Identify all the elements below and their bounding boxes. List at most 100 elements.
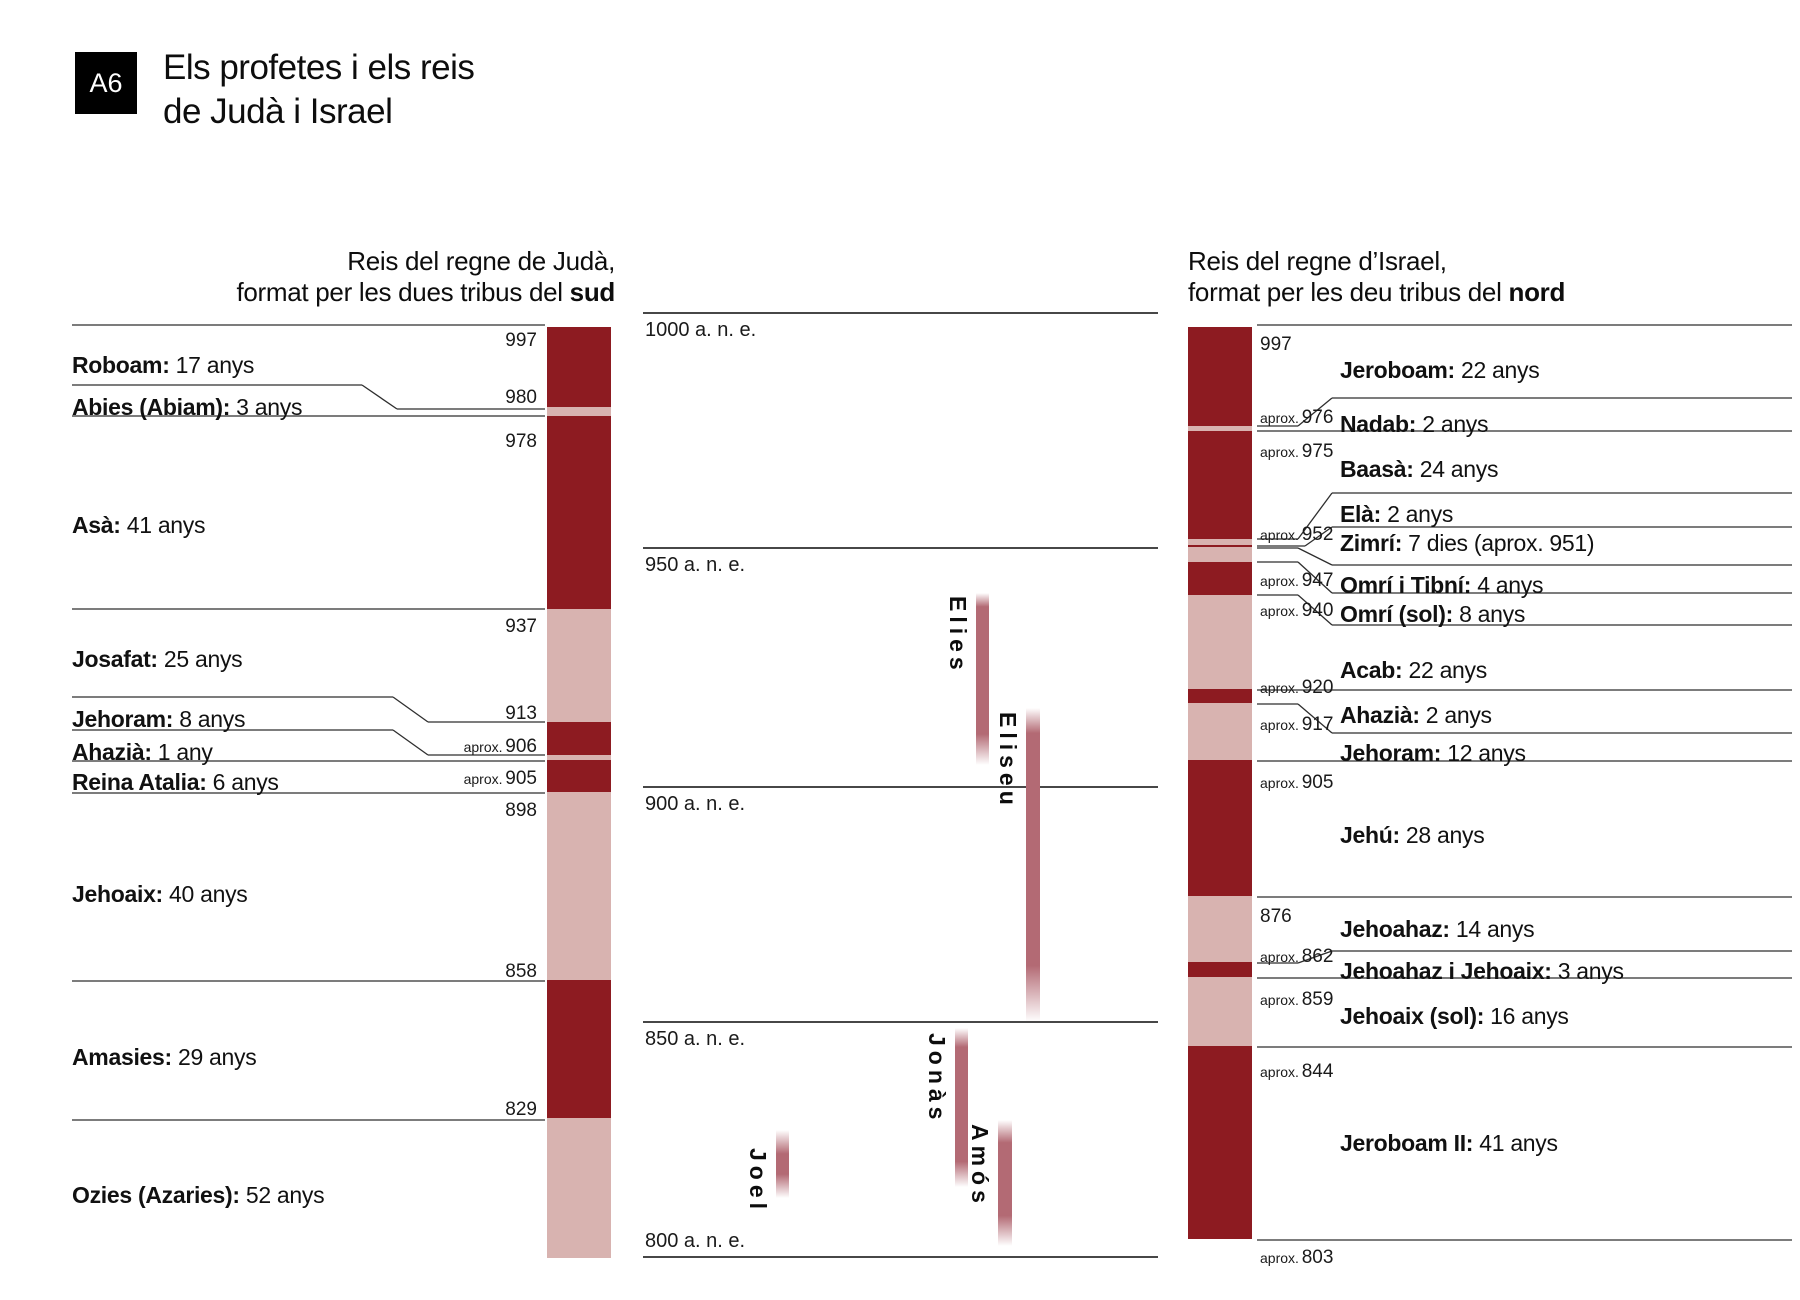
judah-column-header: Reis del regne de Judà, format per les d… [170, 246, 615, 308]
king-year-label: aprox. 906 [377, 736, 537, 758]
approx-prefix: aprox. [1260, 1250, 1302, 1266]
year-value: 858 [505, 961, 537, 982]
king-name-label: Nadab: 2 anys [1340, 411, 1489, 437]
king-name: Josafat: [72, 646, 158, 672]
reign-rule-diagonal [1297, 703, 1333, 734]
reign-rule-diagonal [1297, 547, 1333, 566]
king-name-label: Amasies: 29 anys [72, 1044, 257, 1070]
approx-prefix: aprox. [463, 739, 506, 755]
approx-prefix: aprox. [1260, 527, 1302, 543]
king-year-label: aprox. 905 [1260, 772, 1430, 794]
approx-prefix: aprox. [1260, 603, 1302, 619]
year-value: 947 [1301, 570, 1334, 591]
king-name: Elà: [1340, 501, 1381, 527]
reign-bar-segment [1188, 426, 1252, 431]
year-value: 937 [505, 616, 537, 637]
year-value: 859 [1301, 989, 1334, 1010]
king-name: Asà: [72, 512, 121, 538]
king-year-label: 997 [377, 330, 537, 352]
year-value: 917 [1301, 714, 1334, 735]
year-value: 976 [1301, 407, 1334, 428]
prophet-name-label: Eliseu [995, 712, 1021, 810]
prophet-bar [976, 593, 989, 765]
king-name-label: Roboam: 17 anys [72, 352, 255, 378]
page-title: Els profetes i els reis de Judà i Israel [163, 46, 475, 134]
israel-header-bold: nord [1508, 277, 1566, 307]
axis-label: 800 a. n. e. [645, 1230, 746, 1252]
reign-bar-segment [1188, 703, 1252, 760]
year-value: 913 [505, 703, 537, 724]
king-name: Omrí (sol): [1340, 601, 1453, 627]
approx-prefix: aprox. [1260, 444, 1302, 460]
reign-bar-segment [1188, 595, 1252, 689]
king-name-label: Josafat: 25 anys [72, 646, 243, 672]
reign-bar-segment [547, 722, 611, 755]
axis-label: 1000 a. n. e. [645, 319, 757, 341]
reign-bar-segment [1188, 547, 1252, 562]
king-name: Ozies (Azaries): [72, 1182, 240, 1208]
king-name: Jehoram: [1340, 740, 1442, 766]
prophet-bar [776, 1130, 789, 1198]
axis-label: 900 a. n. e. [645, 793, 746, 815]
year-value: 906 [505, 736, 537, 757]
reign-bar-segment [547, 980, 611, 1118]
year-value: 862 [1301, 946, 1334, 967]
approx-prefix: aprox. [1260, 680, 1302, 696]
reign-rule-diagonal [392, 696, 429, 723]
king-year-label: aprox. 859 [1260, 989, 1430, 1011]
reign-rule-diagonal [392, 729, 429, 756]
reign-bar-segment [1188, 562, 1252, 595]
king-name: Jeroboam: [1340, 357, 1455, 383]
approx-prefix: aprox. [1260, 992, 1302, 1008]
reign-bar-segment [1188, 760, 1252, 896]
reign-rule-diagonal [1297, 492, 1333, 540]
king-name: Acab: [1340, 657, 1403, 683]
reign-rule-diagonal [1297, 594, 1333, 626]
king-name-label: Jehoaix: 40 anys [72, 881, 248, 907]
king-name-label: Jeroboam: 22 anys [1340, 357, 1540, 383]
reign-rule-diagonal [1297, 397, 1333, 427]
reign-bar-segment [1188, 962, 1252, 977]
approx-prefix: aprox. [1260, 717, 1302, 733]
year-value: 978 [505, 431, 537, 452]
israel-column-header: Reis del regne d’Israel, format per les … [1188, 246, 1800, 308]
reign-bar-segment [1188, 431, 1252, 539]
reign-bar-segment [1188, 327, 1252, 426]
reign-bar-segment [547, 609, 611, 722]
king-year-label: 980 [377, 387, 537, 409]
king-year-label: aprox. 975 [1260, 441, 1430, 463]
king-name: Zimrí: [1340, 530, 1403, 556]
king-name-label: Jehoahaz i Jehoaix: 3 anys [1340, 958, 1624, 984]
king-year-label: 937 [377, 616, 537, 638]
king-year-label: aprox. 920 [1260, 677, 1430, 699]
approx-prefix: aprox. [1260, 410, 1302, 426]
king-name: Reina Atalia: [72, 769, 207, 795]
king-name: Ahazià: [1340, 702, 1420, 728]
judah-header-bold: sud [569, 277, 616, 307]
axis-label: 950 a. n. e. [645, 554, 746, 576]
reign-bar-segment [1188, 977, 1252, 1046]
israel-header-line1: Reis del regne d’Israel, [1188, 246, 1447, 276]
king-name-label: Ahazià: 2 anys [1340, 702, 1492, 728]
king-name-label: Jehoahaz: 14 anys [1340, 916, 1535, 942]
king-name-label: Elà: 2 anys [1340, 501, 1454, 527]
king-name-label: Ahazià: 1 any [72, 739, 213, 765]
approx-prefix: aprox. [1260, 573, 1302, 589]
king-name-label: Jehoaix (sol): 16 anys [1340, 1003, 1569, 1029]
israel-header-line2: format per les deu tribus del [1188, 277, 1509, 307]
reign-bar-segment [1188, 1046, 1252, 1239]
year-value: 803 [1301, 1247, 1334, 1268]
king-name: Omrí i Tibní: [1340, 572, 1472, 598]
king-name-label: Baasà: 24 anys [1340, 456, 1499, 482]
year-value: 844 [1301, 1061, 1334, 1082]
king-name-label: Asà: 41 anys [72, 512, 206, 538]
king-year-label: 829 [377, 1099, 537, 1121]
year-value: 980 [505, 387, 537, 408]
year-value: 876 [1260, 906, 1292, 927]
year-value: 905 [505, 768, 537, 789]
king-year-label: 997 [1260, 334, 1430, 356]
year-value: 975 [1301, 441, 1334, 462]
reign-bar-segment [547, 327, 611, 407]
